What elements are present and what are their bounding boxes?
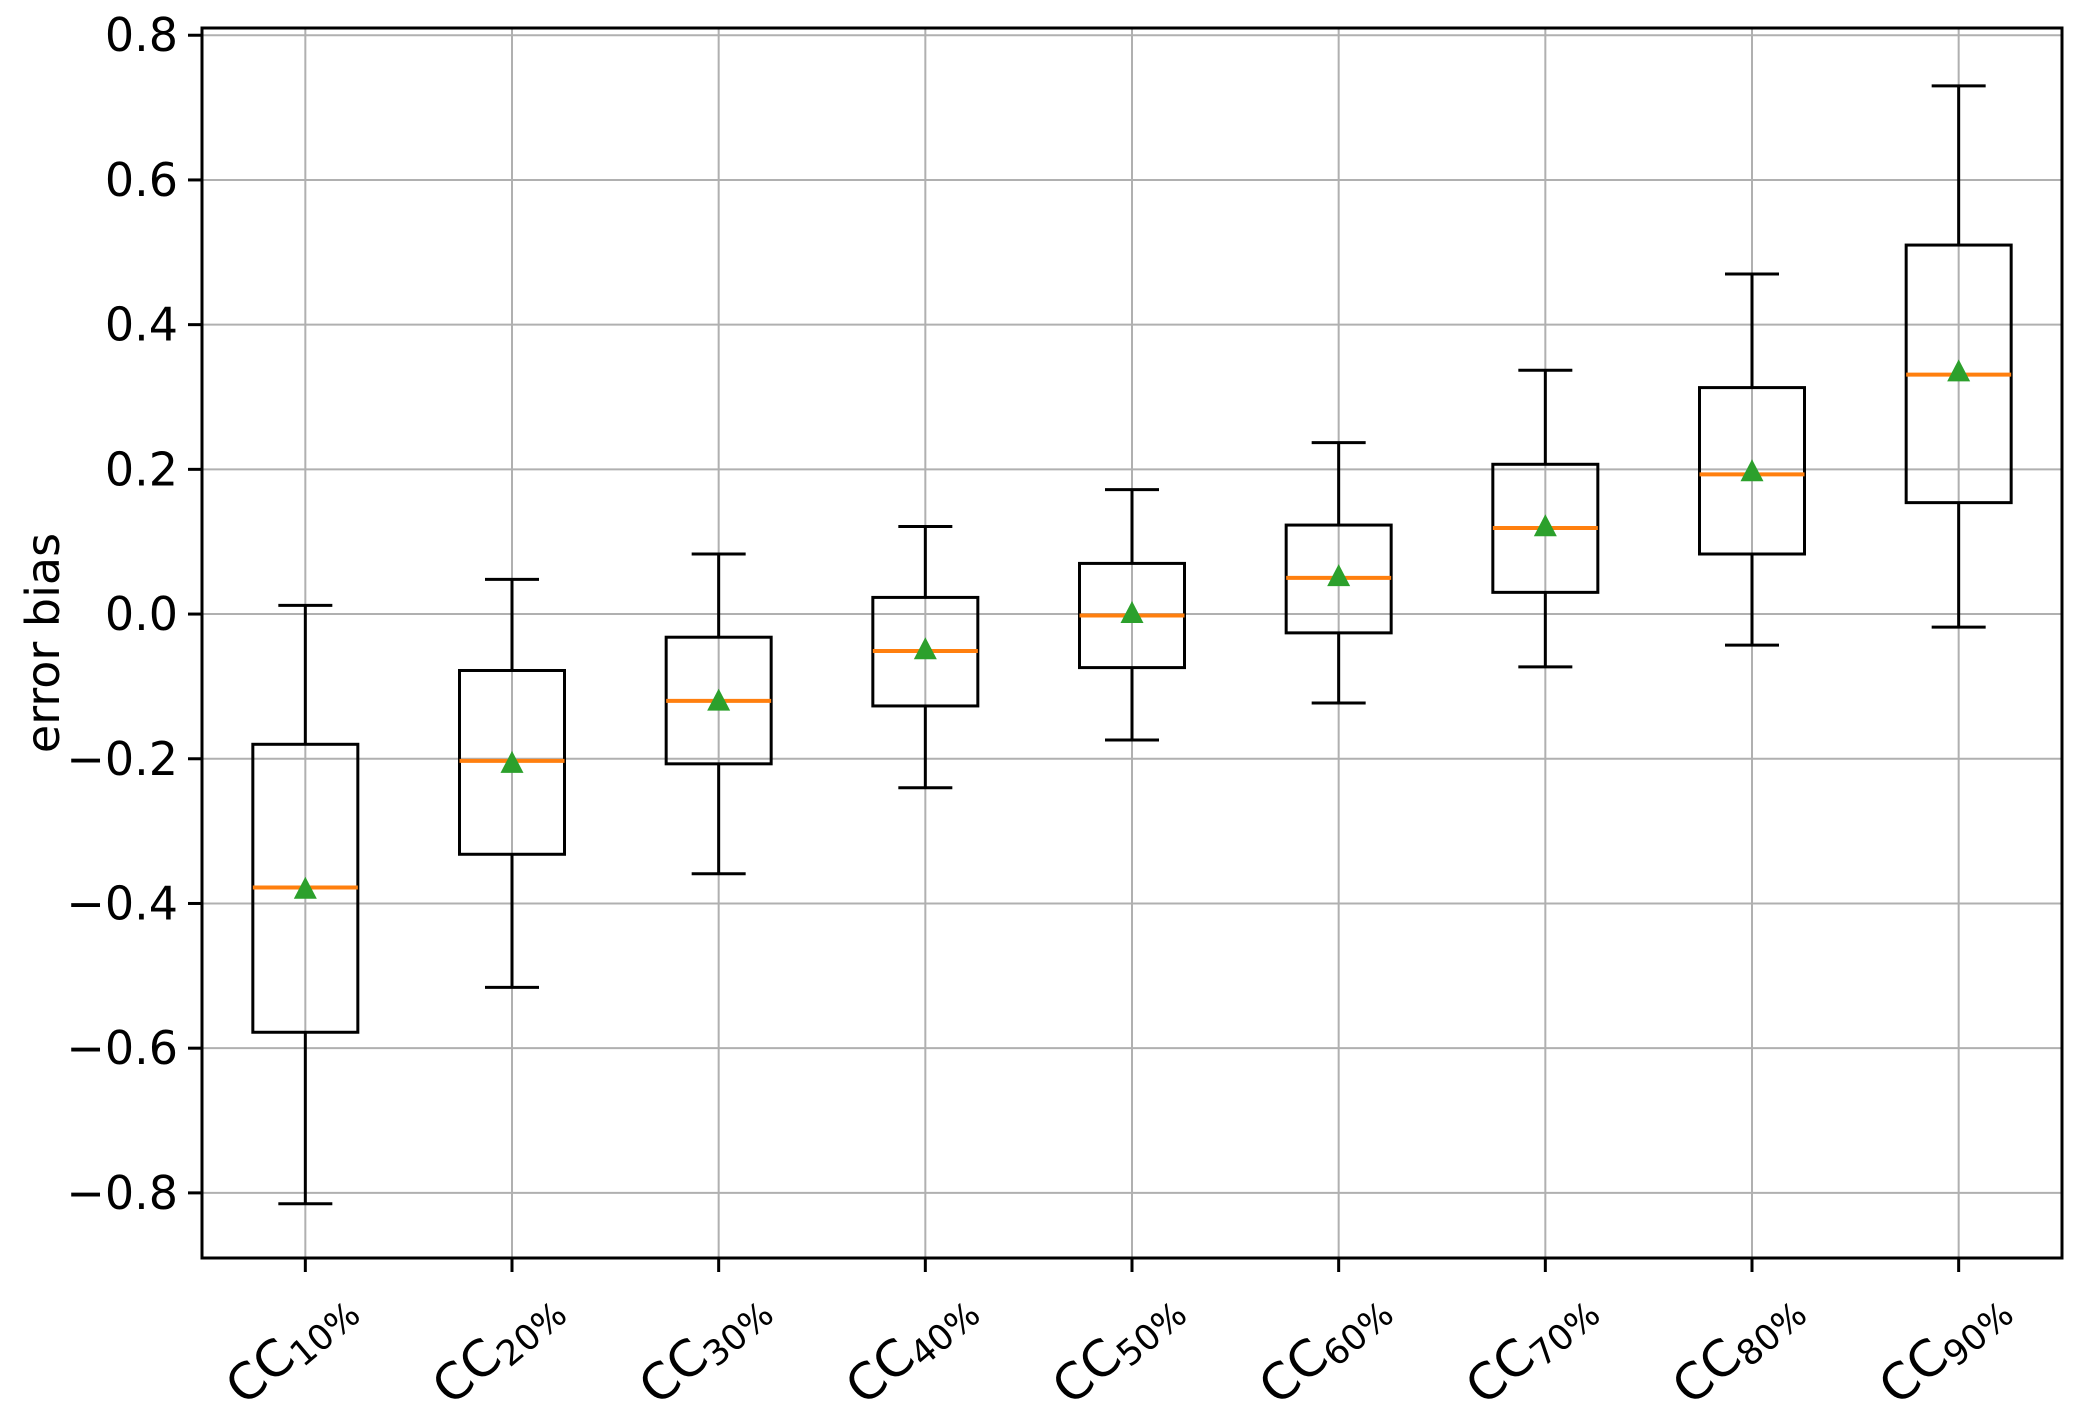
y-tick-label: 0.0 [105,587,178,641]
mean-marker [707,688,731,711]
y-tick-label: −0.6 [66,1021,178,1075]
x-tick-label: CC30% [628,1277,782,1420]
x-tick-label: CC60% [1248,1277,1402,1420]
mean-marker [500,750,524,773]
mean-marker [913,637,937,660]
y-tick-label: 0.6 [105,153,178,207]
y-tick-label: 0.8 [105,8,178,62]
y-tick-label: −0.8 [66,1166,178,1220]
y-tick-label: 0.2 [105,442,178,496]
x-tick-label: CC70% [1455,1277,1609,1420]
mean-marker [293,876,317,899]
y-tick-label: 0.4 [105,298,178,352]
x-tick-label: CC40% [835,1277,989,1420]
x-tick-label: CC50% [1041,1277,1195,1420]
x-tick-label: CC10% [215,1277,369,1420]
y-tick-label: −0.2 [66,732,178,786]
mean-marker [1740,459,1764,482]
x-tick-label: CC80% [1661,1277,1815,1420]
x-tick-label: CC90% [1868,1277,2022,1420]
mean-marker [1120,601,1144,624]
mean-marker [1533,514,1557,537]
mean-marker [1947,359,1971,382]
x-tick-label: CC20% [421,1277,575,1420]
y-axis-label: error bias [16,532,70,754]
y-tick-label: −0.4 [66,876,178,930]
box [1698,386,1806,556]
mean-marker [1327,564,1351,587]
